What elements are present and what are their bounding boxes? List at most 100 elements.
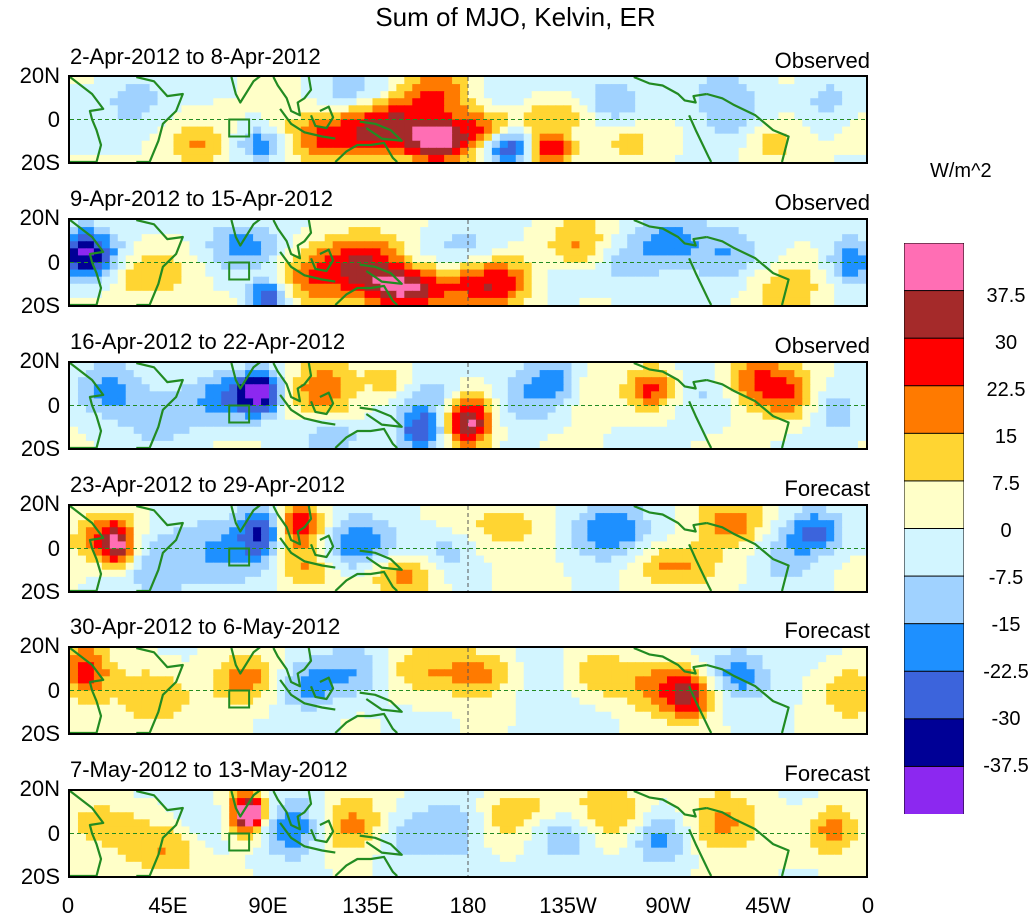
field-cell xyxy=(141,433,151,442)
field-cell xyxy=(499,98,509,106)
field-cell xyxy=(420,105,429,114)
field-cell xyxy=(316,384,326,392)
field-cell xyxy=(237,283,246,292)
field-cell xyxy=(428,391,437,400)
field-cell xyxy=(356,648,366,656)
field-cell xyxy=(523,527,533,535)
field-cell xyxy=(468,534,477,543)
field-cell xyxy=(563,276,573,285)
field-cell xyxy=(460,363,469,371)
field-cell xyxy=(579,405,588,414)
field-cell xyxy=(810,255,819,264)
field-cell xyxy=(754,520,764,528)
field-cell xyxy=(284,241,294,249)
field-cell xyxy=(571,419,581,428)
field-cell xyxy=(101,255,111,264)
field-cell xyxy=(165,84,175,92)
field-cell xyxy=(858,384,866,392)
field-cell xyxy=(786,648,795,656)
field-cell xyxy=(396,255,405,264)
field-cell xyxy=(826,527,835,535)
field-cell xyxy=(563,84,573,92)
field-cell xyxy=(778,147,787,156)
field-cell xyxy=(157,147,167,156)
field-cell xyxy=(412,583,421,591)
field-cell xyxy=(133,433,143,442)
field-cell xyxy=(579,363,588,371)
field-cell xyxy=(690,562,700,571)
panel-3-lat-20n: 20N xyxy=(19,348,60,373)
field-cell xyxy=(372,377,382,385)
field-cell xyxy=(619,241,628,249)
field-cell xyxy=(101,555,111,564)
field-cell xyxy=(372,520,382,528)
field-cell xyxy=(420,98,429,106)
field-cell xyxy=(635,262,644,271)
field-cell xyxy=(499,377,509,385)
coastline xyxy=(279,394,306,420)
field-cell xyxy=(595,105,604,114)
field-cell xyxy=(141,269,151,278)
field-cell xyxy=(165,133,175,142)
field-cell xyxy=(444,283,453,292)
field-cell xyxy=(515,370,525,378)
field-cell xyxy=(109,527,119,535)
field-cell xyxy=(253,220,262,228)
field-cell xyxy=(722,91,732,99)
field-cell xyxy=(141,398,151,407)
field-cell xyxy=(117,370,127,378)
panel-5-date-range: 30-Apr-2012 to 6-May-2012 xyxy=(70,614,341,639)
field-cell xyxy=(412,527,421,535)
field-cell xyxy=(515,440,525,448)
field-cell xyxy=(810,290,819,299)
field-cell xyxy=(674,98,684,106)
field-cell xyxy=(245,77,254,85)
field-cell xyxy=(308,220,318,228)
field-cell xyxy=(786,77,795,85)
field-cell xyxy=(340,220,350,228)
field-cell xyxy=(698,576,708,585)
field-cell xyxy=(539,126,549,135)
field-cell xyxy=(515,297,525,305)
field-cell xyxy=(157,77,167,85)
field-cell xyxy=(117,583,127,591)
field-cell xyxy=(197,426,206,435)
field-cell xyxy=(483,241,493,249)
field-cell xyxy=(651,126,660,135)
field-cell xyxy=(237,248,246,257)
field-cell xyxy=(563,506,573,514)
field-cell xyxy=(475,576,485,585)
field-cell xyxy=(826,248,835,257)
field-cell xyxy=(595,262,604,271)
field-cell xyxy=(579,555,588,564)
field-cell xyxy=(157,648,167,656)
field-cell xyxy=(404,363,413,371)
field-cell xyxy=(125,147,135,156)
field-cell xyxy=(324,269,334,278)
field-cell xyxy=(436,290,445,299)
field-cell xyxy=(547,112,557,121)
field-cell xyxy=(165,98,175,106)
field-cell xyxy=(667,297,676,305)
field-cell xyxy=(468,506,477,514)
field-cell xyxy=(436,105,445,114)
field-cell xyxy=(460,276,469,285)
field-cell xyxy=(420,248,429,257)
field-cell xyxy=(794,255,803,264)
field-cell xyxy=(531,555,541,564)
field-cell xyxy=(452,133,461,142)
field-cell xyxy=(189,426,198,435)
field-cell xyxy=(101,384,111,392)
field-cell xyxy=(674,248,684,257)
field-cell xyxy=(85,241,95,249)
field-cell xyxy=(332,384,342,392)
field-cell xyxy=(173,77,183,85)
field-cell xyxy=(730,91,740,99)
field-cell xyxy=(125,269,135,278)
field-cell xyxy=(531,126,541,135)
field-cell xyxy=(237,112,246,121)
field-cell xyxy=(372,506,382,514)
field-cell xyxy=(460,297,469,305)
field-cell xyxy=(292,391,302,400)
field-cell xyxy=(109,105,119,114)
